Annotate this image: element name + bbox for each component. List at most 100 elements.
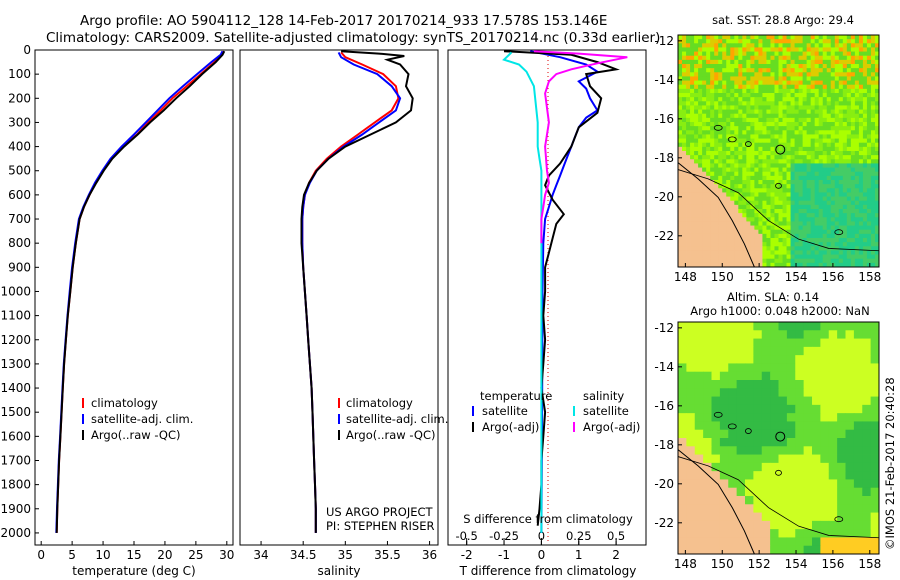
map-cell — [686, 242, 691, 247]
map-cell — [838, 213, 844, 218]
map-cell — [766, 155, 771, 160]
map-cell — [714, 175, 719, 181]
map-cell — [842, 68, 848, 73]
map-cell — [842, 35, 848, 40]
map-cell — [690, 68, 695, 73]
map-cell — [722, 122, 727, 127]
map-cell — [686, 146, 691, 152]
map-cell — [858, 93, 864, 98]
map-cell — [686, 438, 696, 447]
map-cell — [858, 204, 864, 210]
map-cell — [722, 221, 727, 226]
map-cell — [754, 242, 759, 247]
map-cell — [812, 330, 821, 339]
map-cell — [786, 338, 796, 348]
map-cell — [858, 159, 864, 164]
map-cell — [698, 184, 703, 189]
map-cell — [828, 454, 838, 464]
map-cell — [746, 126, 751, 131]
map-cell — [778, 180, 783, 185]
map-x-tick-label: 158 — [858, 557, 881, 571]
map-cell — [722, 105, 727, 110]
map-cell — [846, 180, 852, 185]
map-cell — [837, 487, 846, 497]
map-cell — [778, 47, 783, 52]
y-tick-label: 1500 — [0, 405, 31, 419]
map-cell — [858, 171, 864, 177]
map-cell — [842, 221, 848, 226]
map-cell — [682, 180, 687, 185]
map-cell — [686, 47, 691, 52]
map-cell — [818, 213, 824, 218]
map-cell — [795, 413, 805, 422]
map-cell — [854, 68, 860, 73]
map-cell — [730, 250, 735, 255]
map-cell — [770, 180, 775, 185]
map-cell — [711, 413, 721, 422]
map-cell — [866, 242, 872, 247]
map-cell — [842, 142, 848, 148]
map-cell — [822, 93, 828, 98]
map-cell — [850, 68, 856, 73]
map-cell — [710, 229, 715, 235]
map-cell — [722, 229, 727, 235]
map-cell — [746, 59, 751, 65]
map-cell — [718, 188, 723, 193]
map-cell — [802, 192, 808, 197]
map-cell — [719, 322, 729, 331]
map-cell — [774, 250, 779, 255]
map-cell — [814, 101, 820, 106]
map-cell — [745, 355, 754, 364]
map-cell — [812, 454, 821, 464]
map-cell — [726, 146, 731, 152]
map-cell — [722, 200, 727, 206]
map-cell — [845, 421, 855, 431]
map-cell — [694, 171, 699, 177]
map-y-tick-label: -20 — [654, 190, 674, 204]
map-cell — [842, 93, 848, 98]
map-cell — [782, 221, 787, 226]
salinity-tick-labels: 34 34.5 35 35.5 36 — [253, 541, 437, 562]
map-cell — [850, 238, 856, 243]
map-cell — [778, 175, 783, 181]
map-cell — [846, 80, 852, 86]
map-cell — [774, 175, 779, 181]
map-cell — [778, 39, 783, 44]
map-cell — [742, 250, 747, 255]
map-cell — [810, 171, 816, 177]
map-cell — [710, 43, 715, 48]
map-cell — [853, 388, 863, 397]
map-cell — [686, 59, 691, 65]
x-tick-label: 0 — [538, 548, 546, 562]
map-cell — [874, 47, 880, 52]
map-cell — [736, 363, 746, 373]
map-cell — [770, 233, 775, 239]
map-cell — [714, 151, 719, 156]
map-cell — [838, 192, 844, 197]
map-cell — [694, 163, 699, 168]
map-cell — [834, 64, 840, 69]
map-cell — [826, 93, 832, 98]
map-cell — [702, 97, 707, 102]
map-cell — [766, 180, 771, 185]
map-cell — [750, 122, 755, 127]
map-cell — [790, 80, 795, 86]
map-cell — [750, 72, 755, 77]
map-cell — [806, 126, 812, 131]
map-cell — [846, 151, 852, 156]
map-cell — [754, 233, 759, 239]
map-cell — [818, 204, 824, 210]
map-cell — [762, 163, 767, 168]
map-cell — [745, 421, 754, 431]
map-cell — [810, 113, 816, 119]
map-cell — [703, 545, 712, 555]
map-cell — [826, 134, 832, 139]
map-cell — [770, 262, 775, 268]
map-cell — [694, 225, 699, 231]
map-cell — [770, 64, 775, 69]
map-cell — [774, 84, 779, 90]
map-cell — [826, 138, 832, 144]
map-cell — [690, 184, 695, 189]
map-cell — [786, 68, 791, 73]
map-cell — [736, 404, 746, 414]
